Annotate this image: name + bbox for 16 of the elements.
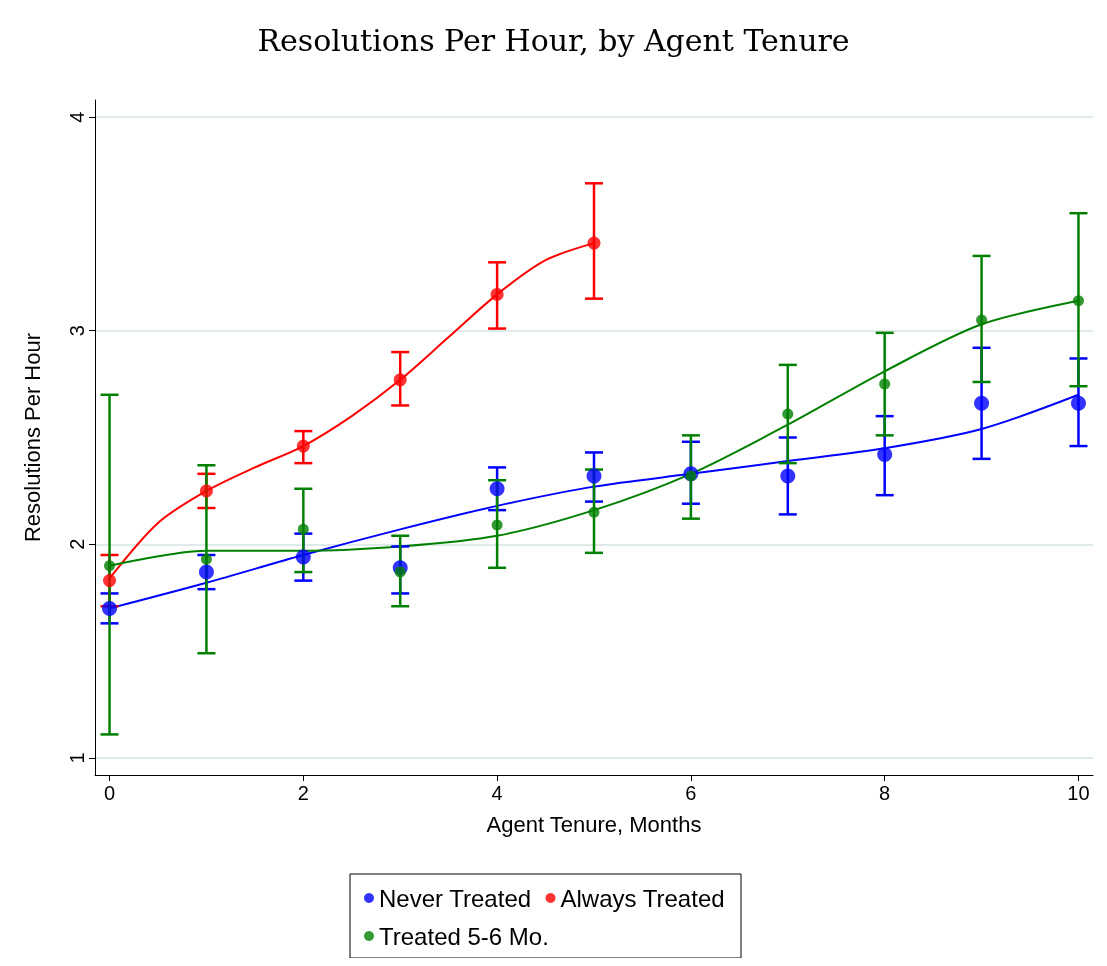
x-tick-label: 6 bbox=[685, 782, 697, 804]
x-tick-label: 10 bbox=[1067, 782, 1090, 804]
x-tick-label: 4 bbox=[491, 782, 503, 804]
legend-label: Never Treated bbox=[379, 884, 532, 912]
legend-label: Always Treated bbox=[560, 884, 725, 912]
y-tick-label: 3 bbox=[66, 325, 88, 337]
x-tick-label: 8 bbox=[879, 782, 891, 804]
x-tick-label: 2 bbox=[297, 782, 309, 804]
legend-label: Treated 5-6 Mo. bbox=[379, 922, 549, 950]
y-axis-title: Resolutions Per Hour bbox=[19, 332, 45, 543]
chart-title: Resolutions Per Hour, by Agent Tenure bbox=[257, 22, 850, 58]
y-tick-label: 2 bbox=[66, 538, 88, 550]
y-tick-label: 1 bbox=[66, 752, 88, 764]
y-tick-label: 4 bbox=[66, 111, 88, 123]
x-axis-title: Agent Tenure, Months bbox=[486, 811, 702, 837]
x-tick-label: 0 bbox=[103, 782, 116, 804]
